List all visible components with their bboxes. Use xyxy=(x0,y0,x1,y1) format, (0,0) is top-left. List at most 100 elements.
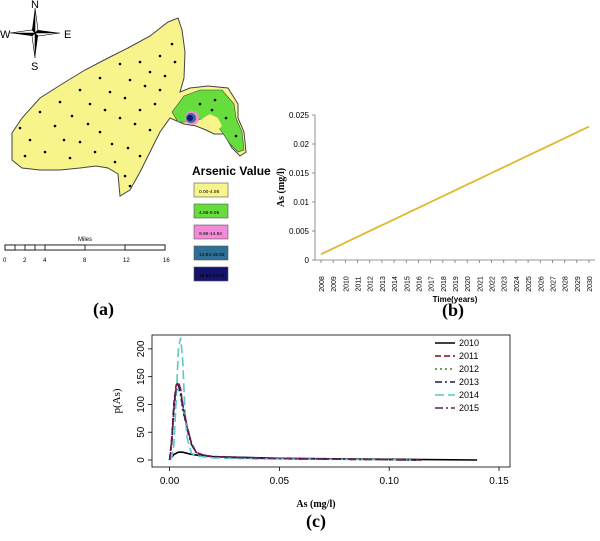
b-x-tick-label: 2013 xyxy=(380,276,387,292)
b-x-tick-label: 2023 xyxy=(502,276,509,292)
sample-point xyxy=(62,138,66,142)
map-region xyxy=(11,17,247,197)
b-x-tick-label: 2024 xyxy=(514,276,521,292)
c-y-tick-label: 200 xyxy=(136,340,147,357)
compass-n: N xyxy=(31,0,39,11)
sample-point xyxy=(138,154,142,158)
map-legend: 0.00-4.98 4.98-9.96 9.96-14.94 14.94-19.92 1… xyxy=(193,182,229,282)
c-legend-label: 2010 xyxy=(459,338,479,348)
scale-title: Miles xyxy=(78,237,92,243)
sample-point xyxy=(38,110,42,114)
b-series-line xyxy=(320,125,590,256)
c-legend-label: 2015 xyxy=(459,403,479,413)
legend-label: 9.96-14.94 xyxy=(199,231,222,237)
sample-point xyxy=(98,130,102,134)
scale-tick-label: 2 xyxy=(23,258,27,264)
sample-point xyxy=(213,98,217,102)
sample-point xyxy=(153,102,157,106)
sample-point xyxy=(173,60,177,64)
sample-point xyxy=(23,154,27,158)
b-y-tick-label: 0.02 xyxy=(293,140,309,149)
b-x-tick-label: 2009 xyxy=(331,276,338,292)
b-x-tick-label: 2027 xyxy=(550,276,557,292)
chart-c: 0 50 100 150 200 0.00 0.05 0.10 0.15 As (mg/l) p(A… xyxy=(111,334,511,510)
caption-c: (c) xyxy=(306,511,326,531)
sample-point xyxy=(43,150,47,154)
legend-swatch xyxy=(193,182,229,198)
sample-point xyxy=(163,74,167,78)
b-x-tick-label: 2030 xyxy=(587,276,594,292)
sample-point xyxy=(138,60,142,64)
b-x-tick-label: 2028 xyxy=(563,276,570,292)
sample-point xyxy=(128,78,132,82)
sample-point xyxy=(143,84,147,88)
b-x-tick-label: 2011 xyxy=(356,276,363,291)
compass-e: E xyxy=(64,29,71,41)
sample-point xyxy=(88,102,92,106)
c-x-tick-label: 0.05 xyxy=(270,476,290,487)
sample-point xyxy=(126,146,130,150)
legend-label: 19.92-24.91 xyxy=(199,273,225,279)
b-x-tick-label: 2008 xyxy=(319,276,326,292)
sample-point xyxy=(78,140,82,144)
b-y-tick-label: 0.01 xyxy=(293,198,309,207)
b-x-tick-label: 2012 xyxy=(368,276,375,292)
sample-point xyxy=(224,116,228,120)
legend-title: Arsenic Value xyxy=(192,164,271,178)
sample-point xyxy=(68,156,72,160)
sample-point xyxy=(138,108,142,112)
scale-tick-label: 8 xyxy=(83,258,87,264)
c-legend-label: 2012 xyxy=(459,364,479,374)
sample-point xyxy=(70,114,74,118)
c-series-2015 xyxy=(168,379,412,461)
sample-point xyxy=(148,128,152,132)
sample-point xyxy=(128,184,132,188)
sample-point xyxy=(123,96,127,100)
scale-ticks: 0 2 4 8 12 16 xyxy=(3,258,170,264)
b-x-tick-label: 2020 xyxy=(465,276,472,292)
scale-tick-label: 12 xyxy=(123,258,130,264)
b-x-tick-label: 2017 xyxy=(429,276,436,292)
b-y-tick-label: 0 xyxy=(305,256,310,265)
c-legend-label: 2014 xyxy=(459,390,479,400)
sample-point xyxy=(198,102,202,106)
legend-swatch xyxy=(193,266,229,282)
c-series-2014 xyxy=(168,337,412,461)
caption-b: (b) xyxy=(442,300,464,320)
sample-point xyxy=(158,54,162,58)
c-legend-label: 2011 xyxy=(459,351,478,361)
legend-swatch xyxy=(193,224,229,240)
sample-point xyxy=(28,138,32,142)
b-x-tick-label: 2014 xyxy=(392,276,399,292)
sample-point xyxy=(98,76,102,80)
b-x-tick-label: 2026 xyxy=(538,276,545,292)
map-panel: N S E W Arsenic Value 0.00-4.98 4.98-9.96… xyxy=(0,0,300,319)
sample-point xyxy=(53,124,57,128)
c-series-2013 xyxy=(168,383,423,461)
compass-rose-icon xyxy=(9,7,61,59)
sample-point xyxy=(158,88,162,92)
c-y-tick-label: 100 xyxy=(136,396,147,413)
c-plot-frame xyxy=(151,334,511,468)
sample-point xyxy=(148,70,152,74)
scale-tick-label: 0 xyxy=(3,258,7,264)
sample-point xyxy=(113,160,117,164)
sample-point xyxy=(78,88,82,92)
compass-s: S xyxy=(31,61,38,73)
c-series-2012 xyxy=(168,386,423,461)
scale-bar xyxy=(4,244,166,251)
sample-point xyxy=(93,150,97,154)
b-y-label: As (mg/l) xyxy=(276,168,287,207)
b-x-tick-label: 2016 xyxy=(416,276,423,292)
b-x-tick-label: 2021 xyxy=(477,276,484,292)
sample-point xyxy=(18,126,22,130)
c-legend-label: 2013 xyxy=(459,377,479,387)
c-y-tick-label: 0 xyxy=(136,457,147,463)
b-x-tick-label: 2029 xyxy=(575,276,582,292)
c-x-tick-label: 0.15 xyxy=(489,476,509,487)
sample-point xyxy=(118,62,122,66)
b-y-tick-label: 0.025 xyxy=(289,111,310,120)
sample-point xyxy=(210,108,214,112)
b-y-tick-label: 0.015 xyxy=(289,169,310,178)
c-y-tick-label: 150 xyxy=(136,368,147,385)
